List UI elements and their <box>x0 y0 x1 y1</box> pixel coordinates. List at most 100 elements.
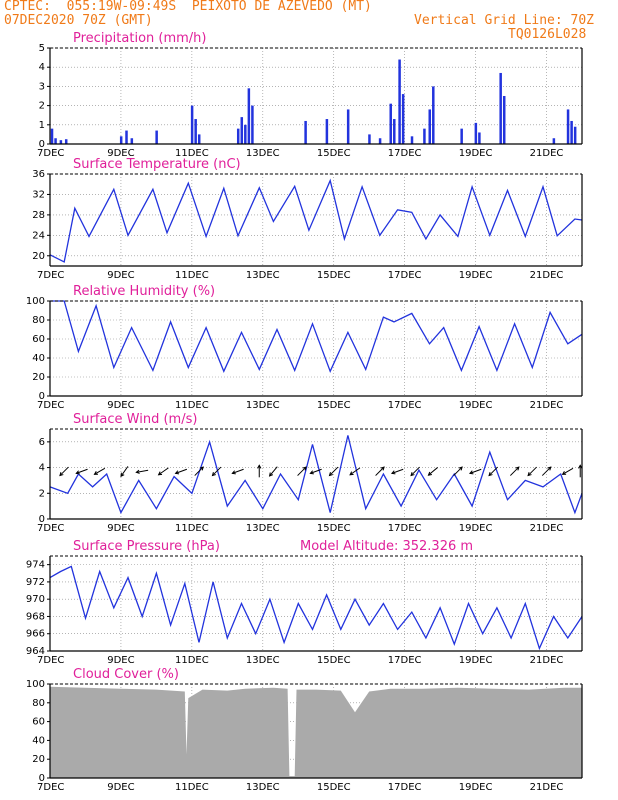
y-tick-label: 972 <box>26 577 45 588</box>
x-tick-label: 7DEC <box>37 523 64 534</box>
wind-arrow-shaft <box>120 466 129 477</box>
wind-arrow <box>410 466 420 477</box>
precip-bar <box>130 138 134 144</box>
precip-bar <box>304 120 307 144</box>
wind-arrow-head <box>257 464 262 469</box>
wind-arrow-head <box>427 471 432 476</box>
y-tick-label: 100 <box>26 679 45 690</box>
wind-arrow-shaft <box>562 467 574 475</box>
wind-arrow <box>135 469 149 474</box>
x-tick-label: 11DEC <box>175 523 209 534</box>
x-tick-label: 17DEC <box>388 523 422 534</box>
wind-arrow-head <box>515 466 520 471</box>
x-tick-label: 19DEC <box>459 655 493 666</box>
wind-arrow-shaft <box>453 466 463 476</box>
wind-arrow-head <box>135 469 140 474</box>
wind-arrow <box>268 466 278 477</box>
precip-bar <box>64 139 68 144</box>
wind-arrow-shaft <box>310 468 322 474</box>
wind-arrow-head <box>349 471 354 476</box>
precip-bar <box>432 86 435 144</box>
x-tick-label: 19DEC <box>459 523 493 534</box>
x-tick-label: 9DEC <box>107 148 134 159</box>
wind-arrow-shaft <box>329 466 339 476</box>
wind-arrow-shaft <box>136 469 149 473</box>
wind-arrow-shaft <box>94 467 106 475</box>
x-tick-label: 9DEC <box>107 270 134 281</box>
x-tick-label: 15DEC <box>317 400 351 411</box>
x-tick-label: 13DEC <box>246 400 280 411</box>
x-tick-label: 21DEC <box>530 655 564 666</box>
wind-arrow-head <box>75 470 80 475</box>
precip-bar <box>125 130 128 144</box>
wind-arrow-head <box>157 471 163 476</box>
wind-arrow-head <box>59 472 64 477</box>
wind-arrow <box>468 468 482 475</box>
y-tick-label: 60 <box>32 717 45 728</box>
wind-arrow-head <box>410 472 415 477</box>
wind-arrow <box>541 466 552 476</box>
wind-arrow-head <box>199 466 204 471</box>
y-tick-label: 974 <box>26 560 45 571</box>
wind-arrow <box>578 464 583 478</box>
x-tick-label: 17DEC <box>388 400 422 411</box>
wind-arrow <box>527 466 537 477</box>
x-tick-label: 13DEC <box>246 270 280 281</box>
wind-arrow <box>211 466 222 477</box>
x-tick-label: 15DEC <box>317 148 351 159</box>
series-line <box>49 565 583 651</box>
x-tick-label: 19DEC <box>459 148 493 159</box>
wind-arrow-shaft <box>469 468 482 474</box>
wind-arrow-shaft <box>428 467 438 476</box>
x-tick-label: 9DEC <box>107 523 134 534</box>
x-tick-label: 17DEC <box>388 782 422 793</box>
wind-arrow-shaft <box>158 467 169 476</box>
wind-arrow-shaft <box>269 466 278 477</box>
panel-title: Surface Temperature (nC) <box>73 157 241 172</box>
y-tick-label: 36 <box>32 169 45 180</box>
precip-bar <box>401 94 405 144</box>
wind-arrow-shaft <box>76 468 88 474</box>
y-tick-label: 40 <box>32 735 45 746</box>
wind-arrow-shaft <box>391 468 404 474</box>
precip-bar <box>240 117 244 144</box>
precip-bar <box>423 128 426 144</box>
precip-bar <box>368 134 371 144</box>
wind-arrow-head <box>488 472 493 477</box>
precip-bar <box>194 119 197 144</box>
x-tick-label: 21DEC <box>530 523 564 534</box>
panel-title: Surface Wind (m/s) <box>73 412 197 427</box>
wind-arrow-head <box>93 471 98 475</box>
precip-bar <box>155 130 158 144</box>
precip-bar <box>566 109 570 144</box>
precip-bar <box>244 124 247 144</box>
panel-title: Relative Humidity (%) <box>73 284 215 299</box>
panel-3: 0 20 40 60 80 100 Relative Humidity (%) 7DEC 9DE… <box>26 284 583 411</box>
y-tick-label: 100 <box>26 296 45 307</box>
header-grid-line: Vertical Grid Line: 70Z <box>414 13 595 28</box>
panel-2: 20 24 28 32 36 Surface Temperature (nC) 7DEC 9D… <box>32 157 583 281</box>
wind-arrow-head <box>390 470 396 475</box>
x-tick-label: 13DEC <box>246 655 280 666</box>
wind-arrow-head <box>120 472 125 478</box>
x-tick-label: 15DEC <box>317 523 351 534</box>
precip-bar <box>50 128 54 144</box>
precip-bar <box>570 120 573 144</box>
header-model-code: TQ0126L028 <box>508 27 587 42</box>
wind-arrow-shaft <box>527 466 537 476</box>
wind-arrow <box>93 467 106 475</box>
wind-arrow-head <box>302 466 307 471</box>
precip-bar <box>378 138 382 144</box>
x-tick-label: 17DEC <box>388 270 422 281</box>
precip-bar <box>573 126 577 144</box>
x-tick-label: 13DEC <box>246 148 280 159</box>
y-tick-label: 4 <box>39 62 45 73</box>
wind-arrow <box>194 466 204 476</box>
wind-arrow <box>328 466 339 477</box>
wind-arrow <box>257 464 262 478</box>
x-tick-label: 15DEC <box>317 782 351 793</box>
x-tick-label: 19DEC <box>459 270 493 281</box>
panel-annotation: Model Altitude: 352.326 m <box>300 539 473 554</box>
x-tick-label: 7DEC <box>37 400 64 411</box>
y-tick-label: 964 <box>26 646 45 657</box>
